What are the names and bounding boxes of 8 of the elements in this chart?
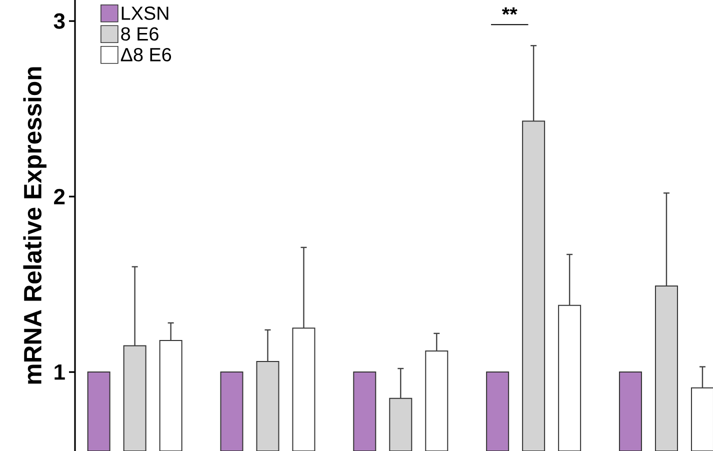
legend-label: Δ8 E6 — [120, 48, 172, 62]
legend-label: LXSN — [122, 6, 168, 20]
legend-label: 8 E6 — [121, 27, 158, 41]
y-axis-title: mRNA Relative Expression — [23, 67, 46, 384]
annotation: ** — [502, 7, 518, 15]
y-tick-label: 1 — [54, 364, 65, 380]
y-tick-label: 2 — [54, 188, 65, 204]
y-tick-label: 3 — [54, 13, 65, 29]
